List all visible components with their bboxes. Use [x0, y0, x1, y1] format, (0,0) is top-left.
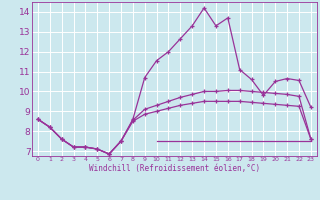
X-axis label: Windchill (Refroidissement éolien,°C): Windchill (Refroidissement éolien,°C) [89, 164, 260, 173]
